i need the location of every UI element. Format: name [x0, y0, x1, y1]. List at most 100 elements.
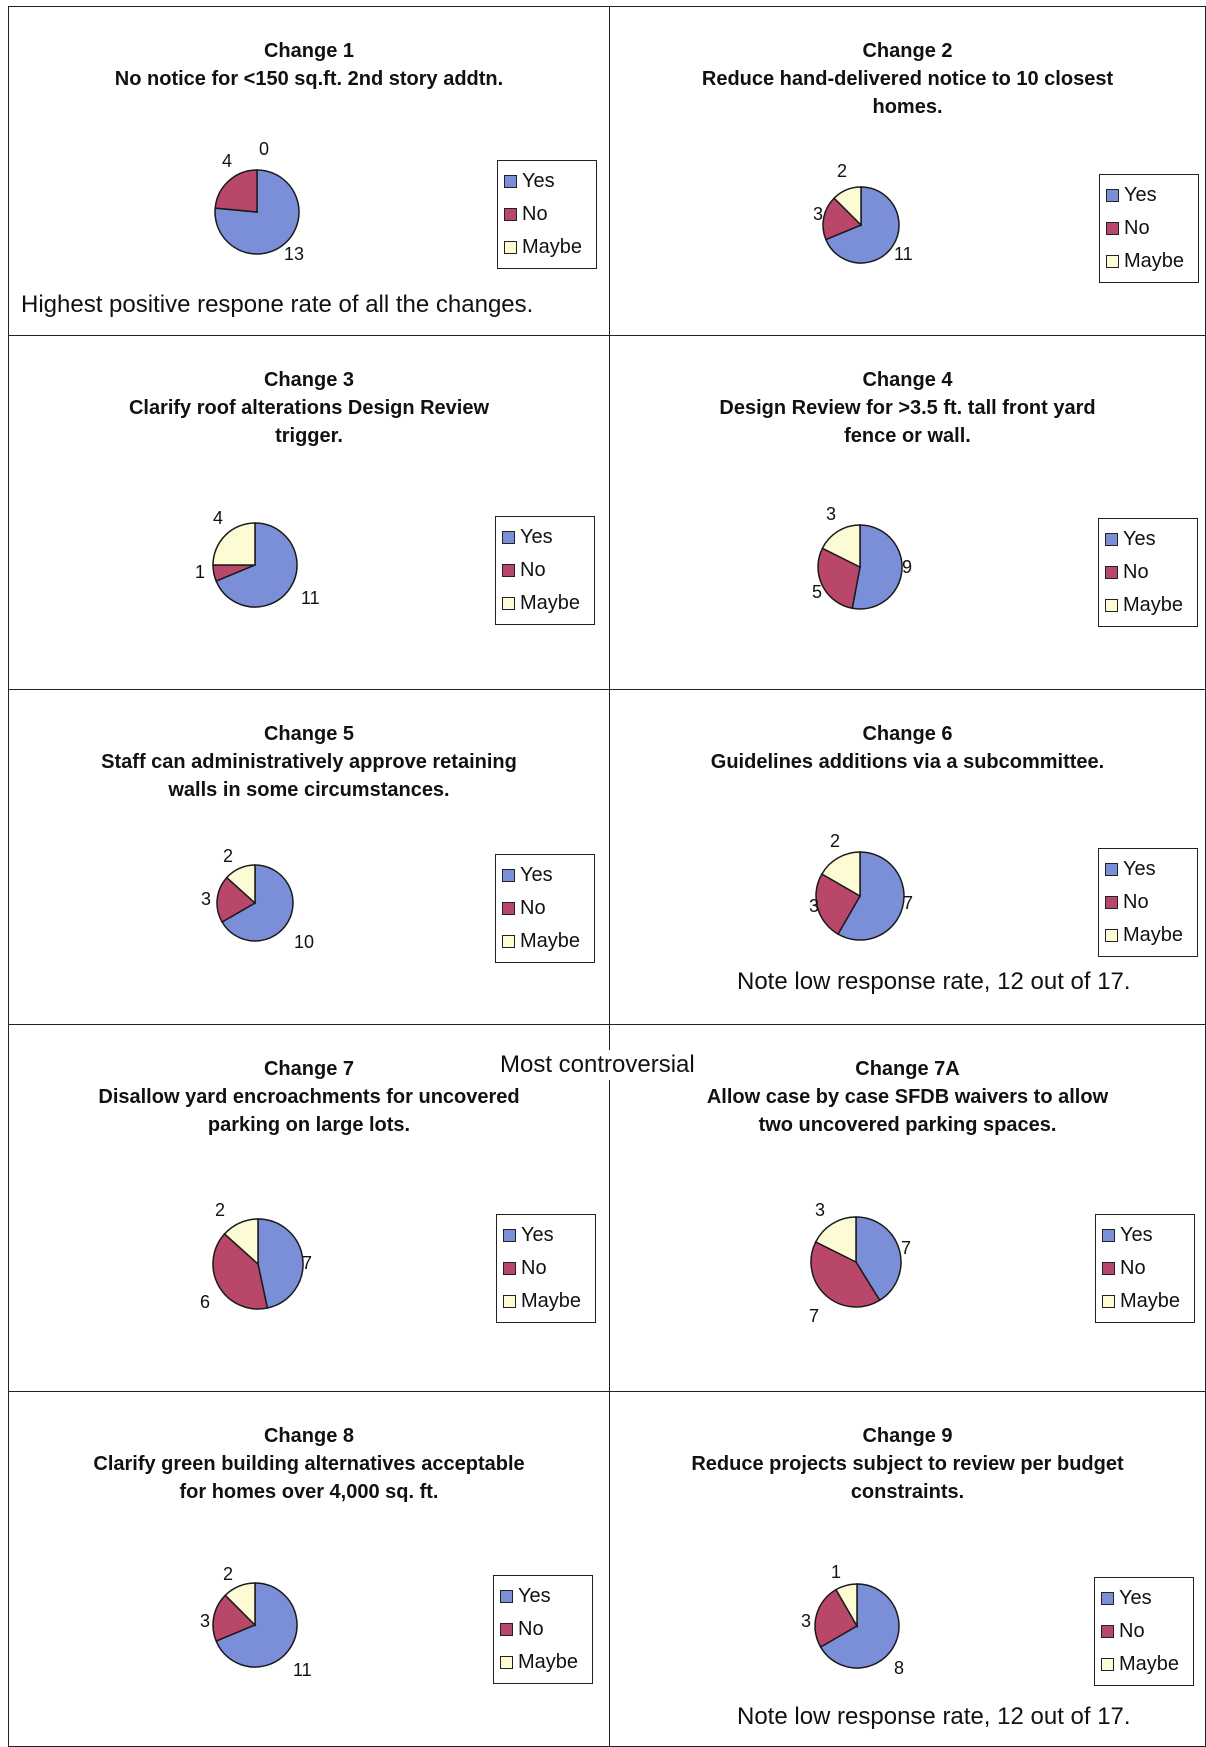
legend-entry-no: No: [1106, 212, 1190, 245]
chart-panel-4: Change 4 Design Review for >3.5 ft. tall …: [610, 336, 1206, 690]
chart-title-block: Change 7A Allow case by case SFDB waivers…: [630, 1055, 1185, 1139]
legend-swatch: [502, 531, 515, 544]
data-label-no: 6: [200, 1292, 210, 1312]
chart-legend: Yes No Maybe: [1098, 518, 1198, 627]
legend-entry-no: No: [502, 554, 586, 587]
legend-entry-yes: Yes: [500, 1580, 584, 1613]
legend-entry-no: No: [1105, 556, 1189, 589]
chart-title-block: Change 3 Clarify roof alterations Design …: [29, 366, 589, 450]
data-label-yes: 13: [284, 244, 304, 264]
pie-slice-yes: [215, 522, 298, 608]
legend-label: No: [1119, 1620, 1145, 1642]
legend-label: Maybe: [1123, 924, 1184, 946]
pie-slice-no: [214, 169, 258, 213]
pie-slice-no: [212, 1232, 269, 1310]
legend-entry-yes: Yes: [1106, 179, 1190, 212]
data-label-yes: 7: [903, 893, 913, 913]
pie-chart: 7 6 2: [200, 1200, 312, 1312]
legend-label: No: [1123, 561, 1149, 583]
chart-subtitle-line: constraints.: [850, 1481, 965, 1503]
legend-label: Yes: [1120, 1224, 1153, 1246]
chart-legend: Yes No Maybe: [497, 160, 597, 269]
pie-chart: 7 3 2: [809, 831, 913, 941]
data-label-no: 4: [222, 151, 232, 171]
pie-chart: 7 7 3: [809, 1200, 911, 1326]
pie-slice-no: [212, 1594, 257, 1643]
pie-chart: 11 3 2: [813, 161, 913, 264]
legend-label: Maybe: [1120, 1290, 1181, 1312]
chart-title: Change 3: [263, 369, 355, 391]
legend-label: Yes: [520, 526, 553, 548]
chart-subtitle-line: Clarify roof alterations Design Review: [128, 397, 490, 419]
legend-entry-no: No: [1102, 1252, 1186, 1285]
pie-slice-yes: [824, 186, 900, 264]
legend-label: Maybe: [1119, 1653, 1180, 1675]
legend-label: Maybe: [518, 1651, 579, 1673]
legend-label: Yes: [522, 170, 555, 192]
chart-title-block: Change 7 Disallow yard encroachments for …: [29, 1055, 589, 1139]
chart-subtitle-line: Reduce hand-delivered notice to 10 close…: [701, 68, 1114, 90]
pie-slice-yes: [851, 524, 903, 610]
chart-subtitle-line: Disallow yard encroachments for uncovere…: [98, 1086, 520, 1108]
data-label-yes: 11: [301, 588, 320, 608]
data-label-yes: 10: [294, 932, 314, 952]
legend-entry-maybe: Maybe: [1105, 919, 1189, 952]
chart-subtitle-line: two uncovered parking spaces.: [758, 1114, 1057, 1136]
legend-swatch: [502, 902, 515, 915]
chart-title: Change 5: [263, 723, 355, 745]
legend-entry-yes: Yes: [1101, 1582, 1185, 1615]
most-controversial-note: Most controversial: [498, 1050, 697, 1080]
legend-swatch: [500, 1623, 513, 1636]
data-label-yes: 7: [901, 1238, 911, 1258]
pie-slice-yes: [214, 169, 300, 255]
chart-legend: Yes No Maybe: [495, 854, 595, 963]
legend-entry-maybe: Maybe: [504, 231, 588, 264]
chart-title-block: Change 4 Design Review for >3.5 ft. tall …: [630, 366, 1185, 450]
legend-swatch: [1102, 1262, 1115, 1275]
pie-slice-maybe: [212, 522, 256, 566]
legend-swatch: [500, 1590, 513, 1603]
chart-title-block: Change 9 Reduce projects subject to revie…: [630, 1422, 1185, 1506]
pie-slice-maybe: [821, 524, 861, 569]
legend-label: Maybe: [521, 1290, 582, 1312]
chart-panel-5: Change 5 Staff can administratively appro…: [8, 690, 610, 1025]
legend-swatch: [1106, 189, 1119, 202]
chart-subtitle-line: Design Review for >3.5 ft. tall front ya…: [719, 397, 1096, 419]
legend-swatch: [1105, 599, 1118, 612]
legend-swatch: [502, 597, 515, 610]
legend-label: No: [1120, 1257, 1146, 1279]
legend-label: Yes: [1123, 858, 1156, 880]
legend-swatch: [1105, 863, 1118, 876]
data-label-maybe: 2: [837, 161, 847, 181]
legend-entry-maybe: Maybe: [1105, 589, 1189, 622]
legend-label: Yes: [1123, 528, 1156, 550]
data-label-maybe: 0: [259, 139, 269, 159]
legend-label: Maybe: [520, 592, 581, 614]
chart-note: Note low response rate, 12 out of 17.: [737, 968, 1131, 995]
data-label-maybe: 3: [826, 504, 836, 524]
pie-chart: 11 3 2: [200, 1564, 312, 1680]
pie-slice-no: [815, 872, 862, 936]
data-label-no: 3: [201, 889, 211, 909]
chart-subtitle-line: homes.: [872, 96, 943, 118]
data-label-no: 3: [200, 1611, 210, 1631]
data-label-no: 7: [809, 1306, 819, 1326]
chart-subtitle-line: Reduce projects subject to review per bu…: [691, 1453, 1124, 1475]
chart-note: Highest positive respone rate of all the…: [21, 291, 534, 318]
legend-swatch: [502, 935, 515, 948]
legend-swatch: [1102, 1229, 1115, 1242]
data-label-no: 3: [809, 896, 819, 916]
legend-swatch: [1105, 566, 1118, 579]
chart-title: Change 7A: [855, 1058, 960, 1080]
chart-title-block: Change 1 No notice for <150 sq.ft. 2nd st…: [29, 37, 589, 93]
pie-slice-no: [216, 876, 257, 924]
legend-label: No: [520, 897, 546, 919]
legend-swatch: [503, 1295, 516, 1308]
legend-swatch: [1101, 1592, 1114, 1605]
chart-title: Change 1: [263, 40, 355, 62]
data-label-no: 3: [801, 1611, 811, 1631]
legend-label: Yes: [518, 1585, 551, 1607]
pie-slice-maybe: [814, 1216, 857, 1264]
